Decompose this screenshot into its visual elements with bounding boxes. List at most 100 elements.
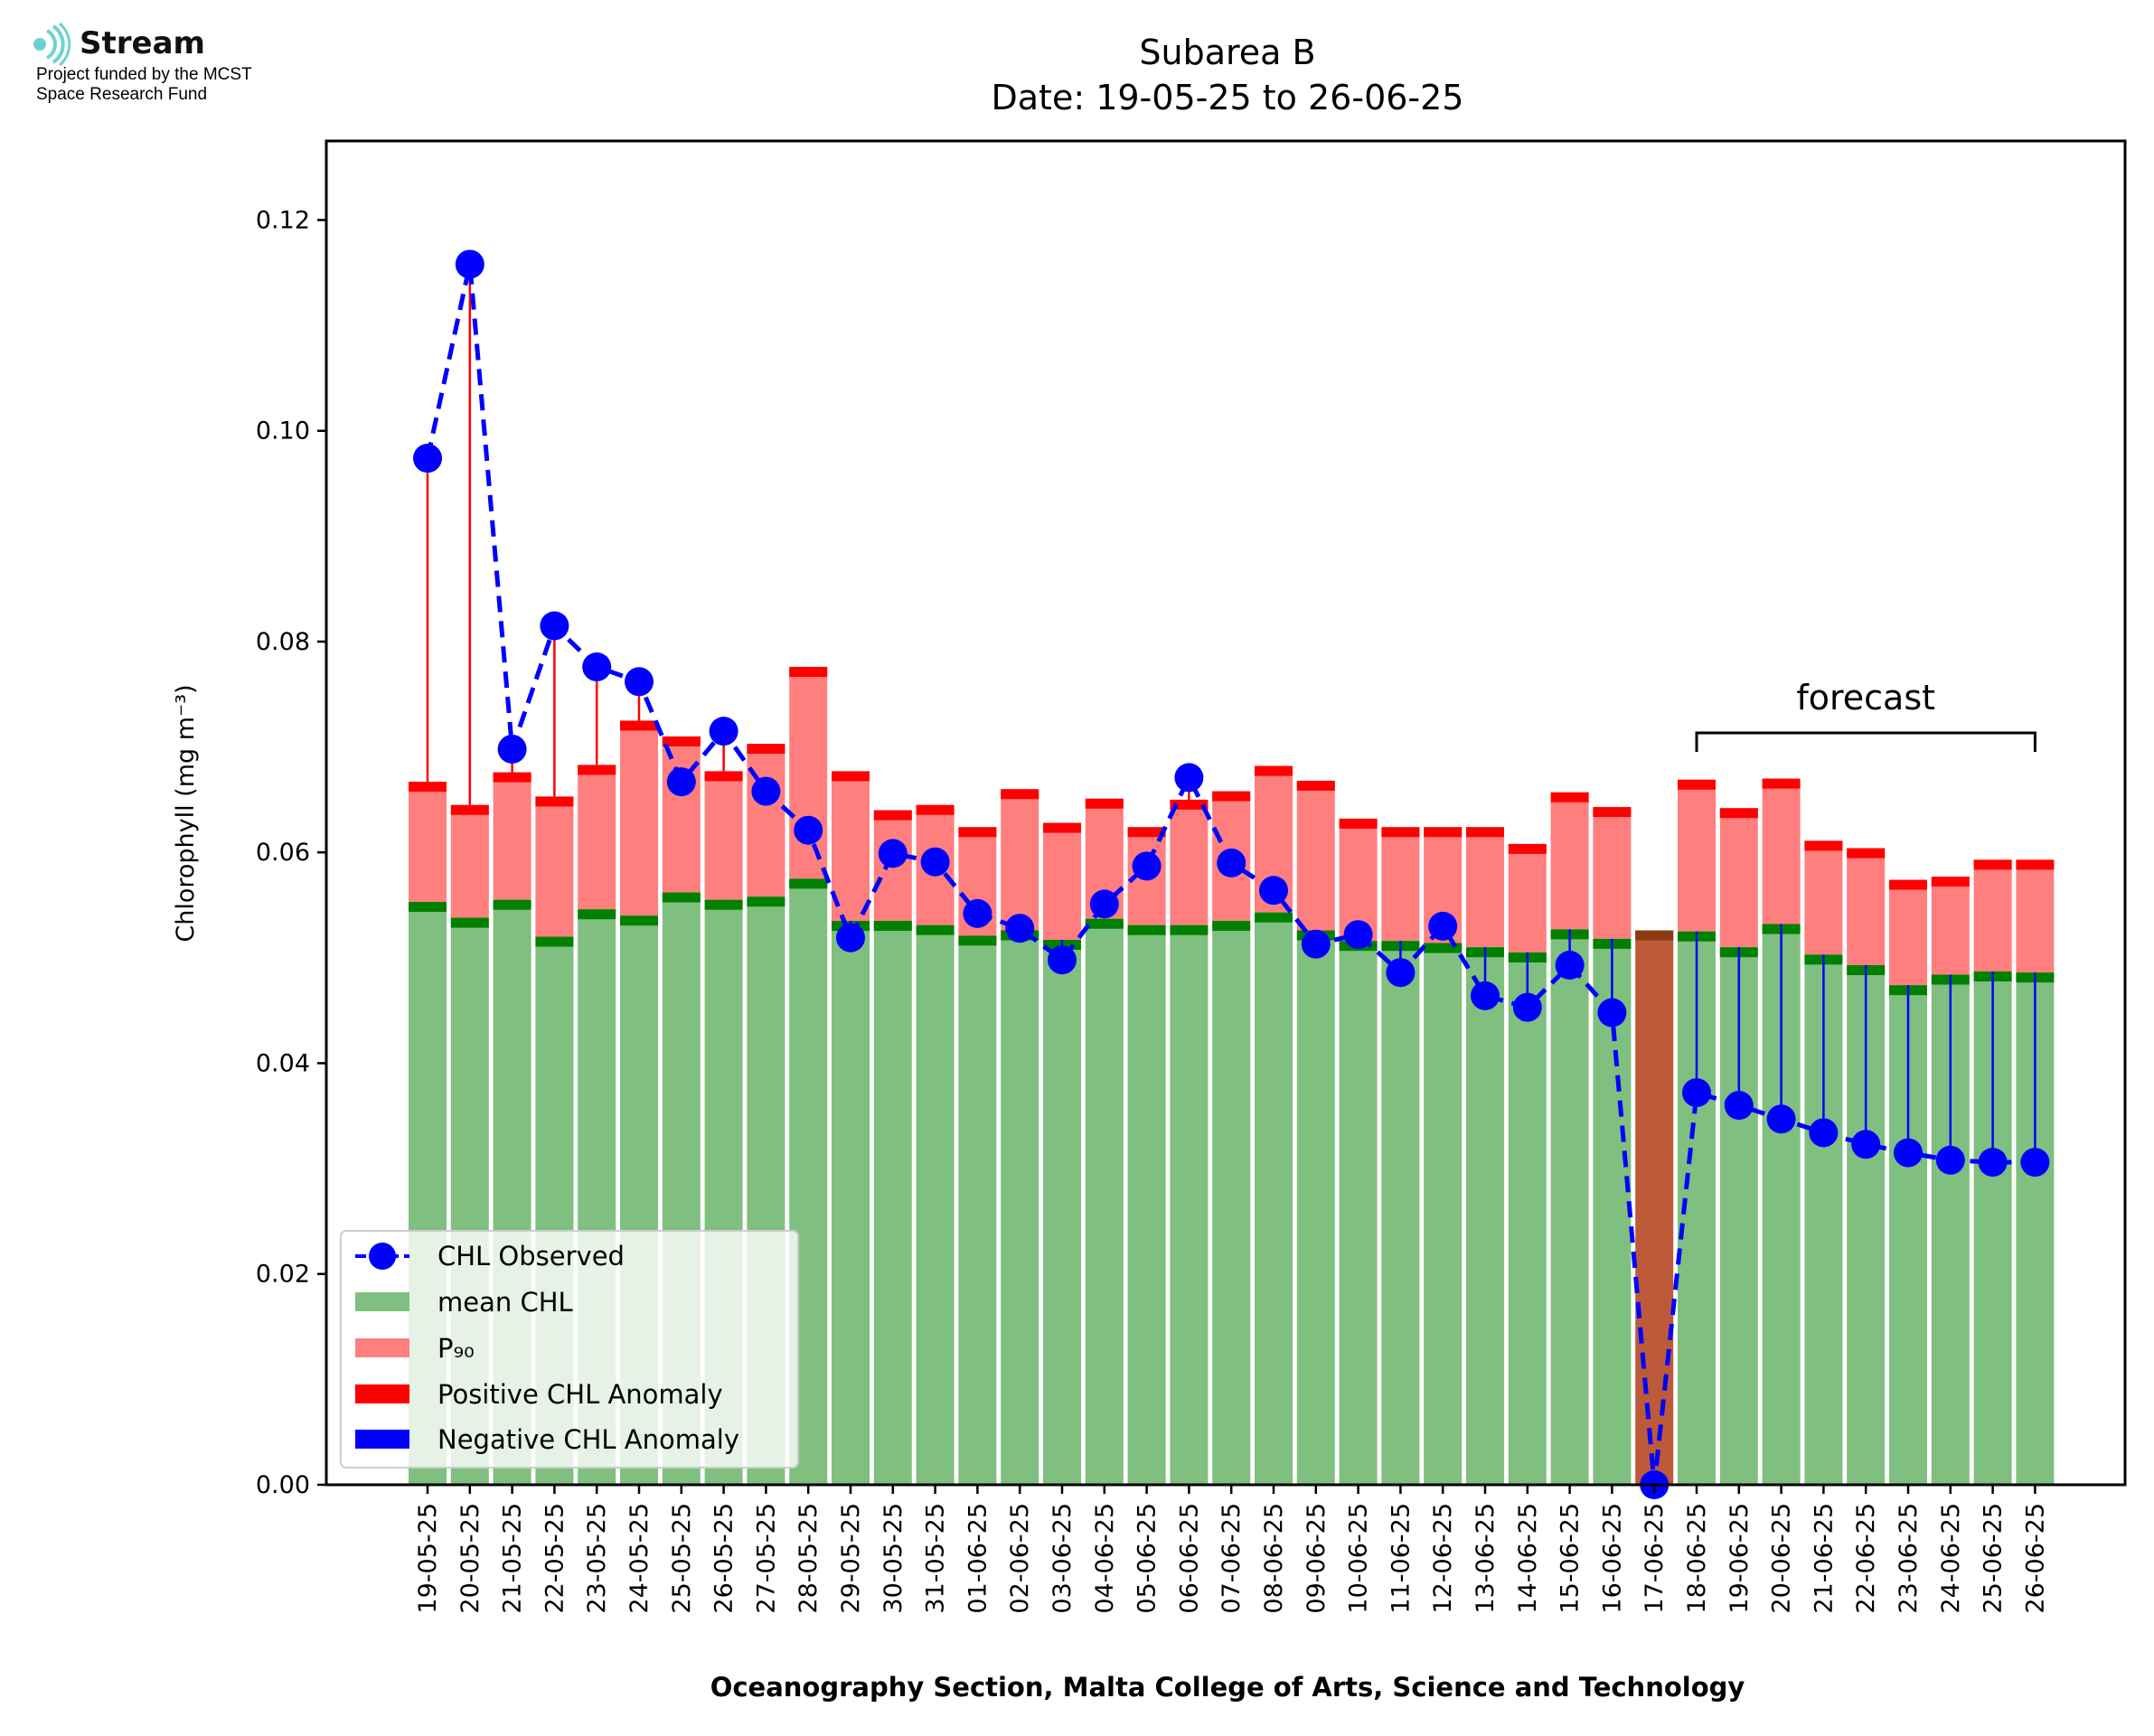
x-tick-label: 19-05-25 (414, 1503, 442, 1614)
p90-cap (493, 772, 531, 783)
x-tick-label: 12-06-25 (1429, 1503, 1457, 1614)
p90-cap (873, 810, 912, 821)
legend-item-p90: P₉₀ (355, 1333, 475, 1364)
observed-point (878, 839, 908, 868)
x-tick-label: 20-06-25 (1768, 1503, 1796, 1614)
mean-chl-cap (789, 878, 828, 889)
x-tick-label: 07-06-25 (1218, 1503, 1246, 1614)
p90-bar (662, 736, 701, 893)
mean-chl-bar (1170, 924, 1209, 1485)
observed-point (751, 776, 781, 806)
p90-cap (1889, 879, 1927, 890)
p90-cap (958, 827, 997, 838)
x-axis: 19-05-25 20-05-25 21-05-25 22-05-25 23-05-25… (414, 1485, 2049, 1614)
p90-bar (1550, 792, 1589, 930)
x-tick-label: 08-06-25 (1260, 1503, 1288, 1614)
chart-subtitle: Date: 19-05-25 to 26-06-25 (992, 78, 1464, 117)
observed-point (794, 815, 823, 845)
x-tick-label: 29-05-25 (837, 1503, 865, 1614)
observed-point (666, 767, 696, 797)
observed-point (1132, 851, 1162, 881)
missing-data-bar (1635, 930, 1674, 1485)
observed-point (1851, 1130, 1881, 1159)
mean-chl-cap (1170, 924, 1209, 935)
p90-cap (789, 666, 828, 677)
mean-chl-bar (1466, 947, 1504, 1485)
mean-chl-cap (1212, 921, 1251, 932)
stream-waves-icon (33, 22, 71, 67)
mean-chl-cap (493, 899, 531, 910)
x-tick-label: 22-05-25 (541, 1503, 569, 1614)
x-tick-label: 23-06-25 (1895, 1503, 1923, 1614)
x-tick-label: 20-05-25 (456, 1503, 484, 1614)
anomaly-lines (426, 264, 2036, 1163)
observed-point (497, 734, 527, 764)
x-tick-label: 26-06-25 (2021, 1503, 2049, 1614)
observed-point (455, 249, 484, 279)
mean-chl-bar (1508, 952, 1547, 1485)
x-tick-label: 19-06-25 (1726, 1503, 1754, 1614)
mean-chl-cap (1127, 924, 1166, 935)
y-tick-label: 0.12 (256, 206, 310, 234)
p90-cap (1762, 778, 1801, 789)
mean-chl-cap (958, 935, 997, 946)
observed-point (1386, 958, 1416, 988)
mean-chl-bar (958, 935, 997, 1485)
mean-chl-cap (916, 924, 955, 935)
x-tick-label: 06-06-25 (1175, 1503, 1203, 1614)
legend: CHL Observed mean CHL P₉₀ Positive CHL A… (340, 1230, 799, 1469)
p90-cap (1847, 848, 1886, 859)
p90-bar (1001, 789, 1039, 931)
p90-cap (1043, 822, 1081, 833)
p90-cap (832, 771, 870, 782)
p90-cap (409, 782, 447, 793)
p90-cap (1085, 798, 1124, 809)
observed-point (1809, 1118, 1839, 1148)
mean-chl-cap (409, 902, 447, 913)
p90-bar (1043, 822, 1081, 941)
p90-cap (1804, 840, 1843, 851)
p90-bar (1847, 848, 1886, 966)
mean-chl-cap (620, 915, 658, 926)
p90-cap (1593, 807, 1632, 818)
p90-cap (1339, 818, 1378, 829)
observed-point (1724, 1091, 1754, 1121)
x-tick-label: 10-06-25 (1345, 1503, 1373, 1614)
mean-chl-bar (1424, 943, 1463, 1485)
mean-chl-cap (1255, 912, 1293, 923)
x-tick-label: 05-06-25 (1133, 1503, 1162, 1614)
stream-logo: Stream Project funded by the MCST Space … (33, 22, 358, 121)
mean-chl-bar (1550, 929, 1589, 1485)
legend-item-positive: Positive CHL Anomaly (355, 1379, 723, 1410)
p90-bar (1508, 843, 1547, 953)
p90-cap (1296, 780, 1335, 791)
observed-point (1259, 876, 1288, 906)
observed-point (625, 667, 654, 697)
y-axis-label: Chlorophyll (mg m⁻³) (172, 684, 200, 942)
p90-bar (1593, 807, 1632, 939)
legend-label-positive: Positive CHL Anomaly (437, 1379, 723, 1410)
observed-point (1048, 945, 1077, 975)
p90-bar (1296, 780, 1335, 931)
observed-point (2020, 1148, 2050, 1178)
y-tick-label: 0.04 (256, 1049, 310, 1077)
legend-box (340, 1230, 799, 1469)
legend-label-mean: mean CHL (437, 1287, 573, 1318)
mean-chl-bar (1043, 940, 1081, 1485)
p90-cap (1973, 859, 2012, 870)
p90-bar (1719, 808, 1758, 948)
x-tick-label: 02-06-25 (1006, 1503, 1034, 1614)
mean-chl-cap (747, 896, 785, 907)
observed-point (963, 898, 992, 928)
x-tick-label: 01-06-25 (964, 1503, 992, 1614)
p90-cap (1550, 792, 1589, 802)
p90-cap (916, 804, 955, 815)
mean-chl-cap (450, 917, 489, 928)
p90-cap (747, 744, 785, 755)
p90-cap (1212, 791, 1251, 802)
x-tick-label: 03-06-25 (1049, 1503, 1077, 1614)
x-tick-label: 15-06-25 (1557, 1503, 1585, 1614)
y-tick-label: 0.00 (256, 1471, 310, 1499)
p90-cap (535, 796, 574, 807)
p90-cap (1424, 827, 1463, 838)
